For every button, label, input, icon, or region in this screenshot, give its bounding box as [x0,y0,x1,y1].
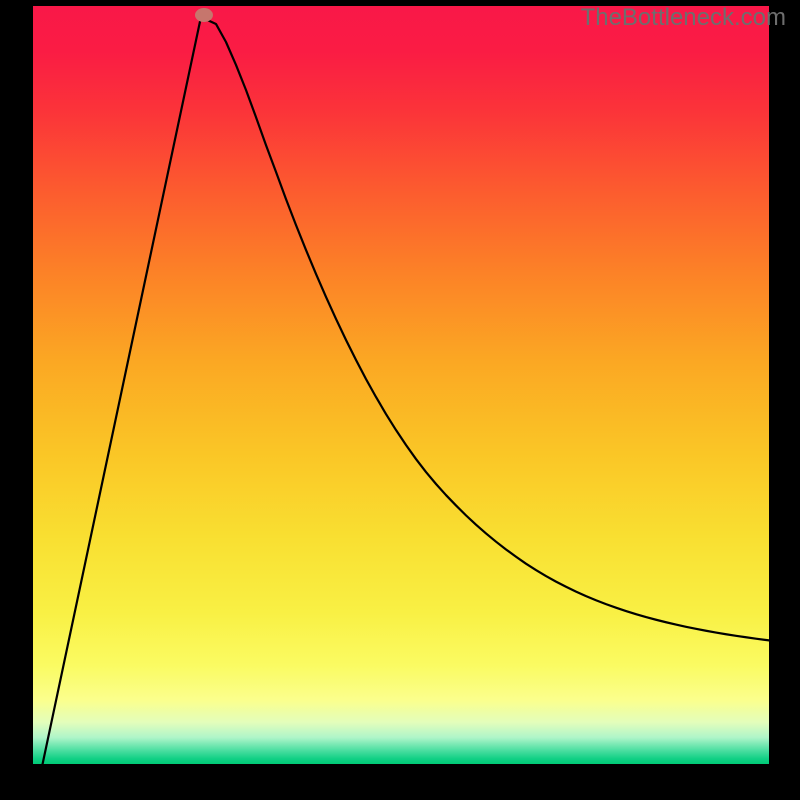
watermark-text: TheBottleneck.com [581,4,786,32]
chart-frame: TheBottleneck.com [0,0,800,800]
plot-background [33,6,769,764]
optimal-point-marker [195,8,213,22]
chart-svg [0,0,800,800]
